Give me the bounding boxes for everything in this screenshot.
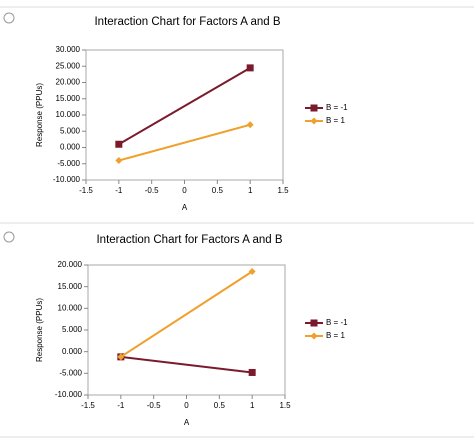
x-tick-label: 1 xyxy=(250,401,255,410)
radio-button[interactable] xyxy=(3,231,15,243)
y-axis-label: Response (PPUs) xyxy=(35,298,44,362)
x-tick-label: -1.5 xyxy=(79,186,93,195)
series-line xyxy=(120,270,253,358)
marker xyxy=(115,157,123,164)
x-tick-label: -1 xyxy=(117,401,125,410)
marker xyxy=(115,140,123,148)
y-tick-label: 25.000 xyxy=(56,61,81,70)
y-tick-label: 20.000 xyxy=(58,260,83,269)
legend-label: B = 1 xyxy=(326,331,345,340)
chart-title: Interaction Chart for Factors A and B xyxy=(96,234,282,246)
marker xyxy=(246,121,254,129)
legend-label: B = -1 xyxy=(326,103,348,112)
legend-label: B = 1 xyxy=(326,116,345,125)
series-line xyxy=(118,67,251,146)
y-tick-label: -10.000 xyxy=(55,390,83,399)
x-tick-label: 0 xyxy=(182,186,187,195)
marker xyxy=(246,64,254,72)
x-axis-label: A xyxy=(184,418,190,427)
series-line xyxy=(118,123,251,162)
x-axis-label: A xyxy=(182,203,188,212)
x-tick-label: 1 xyxy=(248,186,253,195)
marker xyxy=(248,368,256,376)
y-axis-label: Response (PPUs) xyxy=(35,83,44,147)
x-tick-label: 1.5 xyxy=(279,401,291,410)
y-tick-label: 10.000 xyxy=(56,110,81,119)
marker xyxy=(248,268,256,275)
x-tick-label: -0.5 xyxy=(147,401,161,410)
x-tick-label: -1.5 xyxy=(81,401,95,410)
y-tick-label: 15.000 xyxy=(58,282,83,291)
legend-marker xyxy=(310,332,318,340)
series-line xyxy=(120,355,253,374)
x-tick-label: -1 xyxy=(115,186,123,195)
legend-marker xyxy=(310,319,318,327)
radio-button[interactable] xyxy=(3,12,15,24)
y-tick-label: 5.000 xyxy=(60,126,81,135)
y-tick-label: 0.000 xyxy=(62,347,83,356)
legend-marker xyxy=(310,104,318,112)
y-tick-label: -10.000 xyxy=(53,175,81,184)
y-tick-label: 10.000 xyxy=(58,303,83,312)
legend-label: B = -1 xyxy=(326,318,348,327)
y-tick-label: -5.000 xyxy=(59,368,82,377)
legend-marker xyxy=(310,117,318,125)
chart-title: Interaction Chart for Factors A and B xyxy=(94,16,280,28)
x-tick-label: 0 xyxy=(184,401,189,410)
y-tick-label: 0.000 xyxy=(60,143,81,152)
x-tick-label: 1.5 xyxy=(277,186,289,195)
x-tick-label: 0.5 xyxy=(214,401,226,410)
x-tick-label: 0.5 xyxy=(212,186,224,195)
marker xyxy=(117,353,125,361)
y-tick-label: 30.000 xyxy=(56,45,81,54)
y-tick-label: 20.000 xyxy=(56,78,81,87)
y-tick-label: 15.000 xyxy=(56,94,81,103)
y-tick-label: -5.000 xyxy=(57,159,80,168)
y-tick-label: 5.000 xyxy=(62,325,83,334)
x-tick-label: -0.5 xyxy=(145,186,159,195)
